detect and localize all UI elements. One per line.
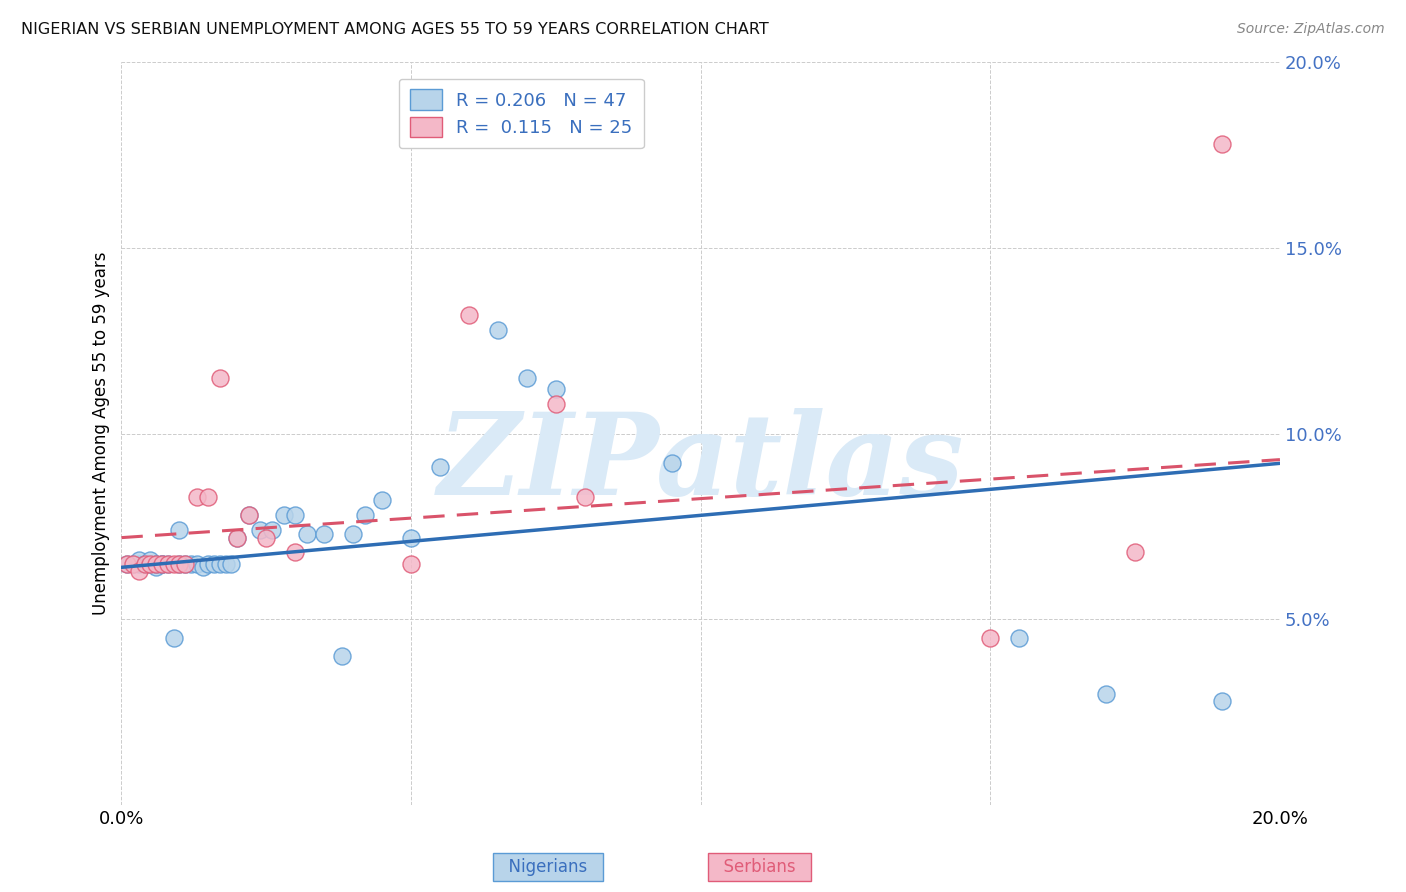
Point	[371, 493, 394, 508]
Point	[1211, 136, 1233, 151]
Point	[139, 553, 162, 567]
Point	[186, 557, 208, 571]
Point	[191, 560, 214, 574]
Point	[122, 557, 145, 571]
Point	[458, 85, 481, 99]
Point	[661, 456, 683, 470]
Point	[150, 557, 173, 571]
Text: Source: ZipAtlas.com: Source: ZipAtlas.com	[1237, 22, 1385, 37]
Point	[273, 508, 295, 523]
Point	[156, 557, 179, 571]
Point	[314, 527, 336, 541]
Point	[238, 508, 260, 523]
Text: NIGERIAN VS SERBIAN UNEMPLOYMENT AMONG AGES 55 TO 59 YEARS CORRELATION CHART: NIGERIAN VS SERBIAN UNEMPLOYMENT AMONG A…	[21, 22, 769, 37]
Point	[295, 527, 318, 541]
Point	[208, 371, 231, 385]
Point	[215, 557, 238, 571]
Point	[249, 523, 271, 537]
Point	[1008, 631, 1031, 645]
Point	[128, 553, 150, 567]
Point	[122, 557, 145, 571]
Point	[1211, 694, 1233, 708]
Point	[174, 557, 197, 571]
Point	[139, 557, 162, 571]
Point	[221, 557, 243, 571]
Point	[544, 397, 567, 411]
Point	[574, 490, 596, 504]
Point	[145, 557, 167, 571]
Point	[134, 557, 156, 571]
Point	[254, 531, 277, 545]
Text: Nigerians: Nigerians	[499, 858, 598, 876]
Point	[145, 560, 167, 574]
Point	[197, 490, 219, 504]
Point	[486, 323, 509, 337]
Point	[330, 649, 353, 664]
Point	[180, 557, 202, 571]
Text: ZIPatlas: ZIPatlas	[437, 408, 965, 519]
Text: Serbians: Serbians	[713, 858, 806, 876]
Point	[128, 557, 150, 571]
Point	[134, 557, 156, 571]
Point	[284, 545, 307, 559]
Point	[1123, 545, 1146, 559]
Legend: R = 0.206   N = 47, R =  0.115   N = 25: R = 0.206 N = 47, R = 0.115 N = 25	[399, 78, 644, 148]
Point	[226, 531, 249, 545]
Point	[208, 557, 231, 571]
Point	[458, 308, 481, 322]
Point	[139, 557, 162, 571]
Point	[399, 531, 422, 545]
Point	[353, 508, 375, 523]
Point	[174, 557, 197, 571]
Point	[226, 531, 249, 545]
Point	[399, 557, 422, 571]
Point	[197, 557, 219, 571]
Point	[260, 523, 283, 537]
Point	[162, 631, 184, 645]
Point	[169, 557, 191, 571]
Point	[145, 557, 167, 571]
Point	[979, 631, 1001, 645]
Point	[202, 557, 225, 571]
Point	[162, 557, 184, 571]
Point	[169, 523, 191, 537]
Point	[156, 557, 179, 571]
Point	[544, 382, 567, 396]
Y-axis label: Unemployment Among Ages 55 to 59 years: Unemployment Among Ages 55 to 59 years	[93, 252, 110, 615]
Point	[238, 508, 260, 523]
Point	[150, 557, 173, 571]
Point	[150, 557, 173, 571]
Point	[516, 371, 538, 385]
Point	[134, 557, 156, 571]
Point	[169, 557, 191, 571]
Point	[128, 564, 150, 578]
Point	[1095, 687, 1118, 701]
Point	[115, 557, 138, 571]
Point	[342, 527, 364, 541]
Point	[115, 557, 138, 571]
Point	[429, 460, 451, 475]
Point	[284, 508, 307, 523]
Point	[186, 490, 208, 504]
